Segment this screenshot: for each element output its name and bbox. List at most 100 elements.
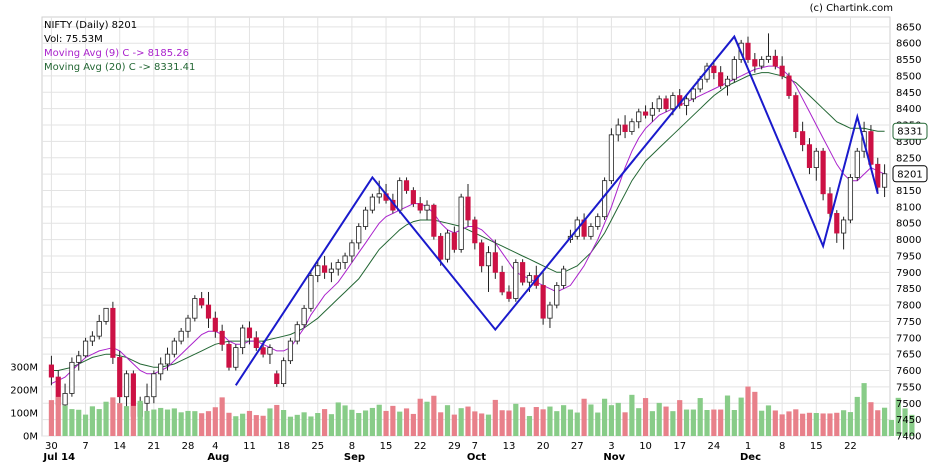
volume-bar [472, 411, 478, 436]
candle [76, 350, 82, 371]
volume-bar [902, 408, 908, 436]
volume-bar [356, 413, 362, 436]
candle [69, 357, 75, 397]
candle [164, 347, 171, 371]
volume-bar [772, 410, 778, 436]
candle [417, 197, 423, 214]
volume-bar [55, 396, 61, 436]
date-tick-label: 27 [571, 441, 584, 452]
volume-bar [704, 410, 710, 436]
candle [321, 255, 328, 279]
candle [308, 272, 314, 312]
price-tick-label: 7850 [896, 284, 921, 295]
date-tick-label: 15 [810, 441, 823, 452]
price-tick-label: 8450 [896, 88, 921, 99]
candle-body [513, 262, 519, 299]
volume-bar [786, 411, 792, 436]
candle-body [588, 226, 594, 237]
candle [834, 210, 840, 243]
candle-body [103, 307, 109, 322]
date-tick-label: 10 [639, 441, 652, 452]
volume-bar [376, 404, 382, 436]
price-tick-label: 7650 [896, 350, 921, 361]
date-tick-label: 17 [673, 441, 686, 452]
candle-body [212, 317, 218, 332]
candle [786, 72, 792, 99]
month-label: Oct [467, 452, 486, 463]
date-tick-label: 25 [311, 441, 324, 452]
date-tick-label: 24 [707, 441, 720, 452]
trendline [234, 34, 879, 386]
volume-bar [335, 402, 341, 436]
price-tick-label: 7950 [896, 251, 921, 262]
date-tick-label: 20 [537, 441, 550, 452]
price-tick-label: 8550 [896, 55, 921, 66]
candle [506, 285, 512, 302]
volume-bar [533, 407, 539, 436]
volume-bar [724, 395, 731, 436]
volume-bar [615, 402, 621, 436]
volume-bar [745, 386, 751, 436]
volume-bar [89, 406, 95, 436]
volume-bar [765, 405, 772, 436]
candle-body [158, 363, 164, 375]
candle-body [759, 59, 765, 67]
candle-body [690, 88, 696, 100]
candle [772, 49, 778, 70]
candle-body [89, 335, 95, 342]
candle-body [315, 265, 321, 277]
candle [813, 147, 819, 181]
candle [841, 216, 847, 250]
price-tick-label: 7550 [896, 382, 921, 393]
candle-body [465, 196, 471, 221]
volume-bar [410, 413, 416, 436]
candle-body [718, 72, 724, 87]
volume-bar [328, 414, 335, 436]
candle-layer [48, 33, 888, 427]
candle-body [76, 355, 82, 363]
volume-bar [779, 414, 785, 436]
candle [520, 259, 526, 286]
candle [690, 85, 696, 103]
candle-body [205, 304, 212, 319]
volume-bar [458, 408, 464, 436]
volume-bar [759, 410, 765, 436]
candle [458, 193, 464, 253]
volume-bar [520, 407, 526, 436]
candle [403, 177, 410, 194]
candle-body [274, 373, 280, 385]
candle-body [178, 330, 184, 342]
candle [465, 183, 471, 227]
volume-bar [192, 411, 198, 436]
candle [547, 301, 553, 328]
volume-bar [397, 411, 403, 436]
volume-bar [103, 401, 109, 436]
volume-bar [158, 407, 164, 436]
candle-body [629, 121, 635, 132]
candle [369, 193, 375, 214]
candle [485, 246, 492, 292]
volume-bar [417, 398, 423, 436]
month-label: Nov [603, 452, 625, 463]
volume-bar [793, 409, 799, 436]
price-tick-label: 7700 [896, 333, 921, 344]
last-price-box: 8201 [892, 165, 928, 183]
candle-body [526, 275, 533, 283]
candle-body [711, 65, 717, 74]
volume-bar [642, 398, 649, 436]
candle-body [144, 396, 150, 404]
volume-bar [540, 409, 546, 436]
plot-frame [41, 16, 891, 437]
price-tick-label: 7450 [896, 415, 921, 426]
price-tick-label: 8250 [896, 153, 921, 164]
candle-body [875, 163, 881, 188]
candle [731, 56, 737, 83]
date-tick-label: 8 [779, 441, 785, 452]
volume-bar [151, 409, 157, 436]
legend-ma9: Moving Avg (9) C -> 8185.26 [44, 48, 189, 59]
volume-bar [663, 406, 669, 436]
volume-bar [342, 405, 348, 436]
volume-bar [649, 411, 655, 436]
price-tick-label: 7600 [896, 366, 921, 377]
